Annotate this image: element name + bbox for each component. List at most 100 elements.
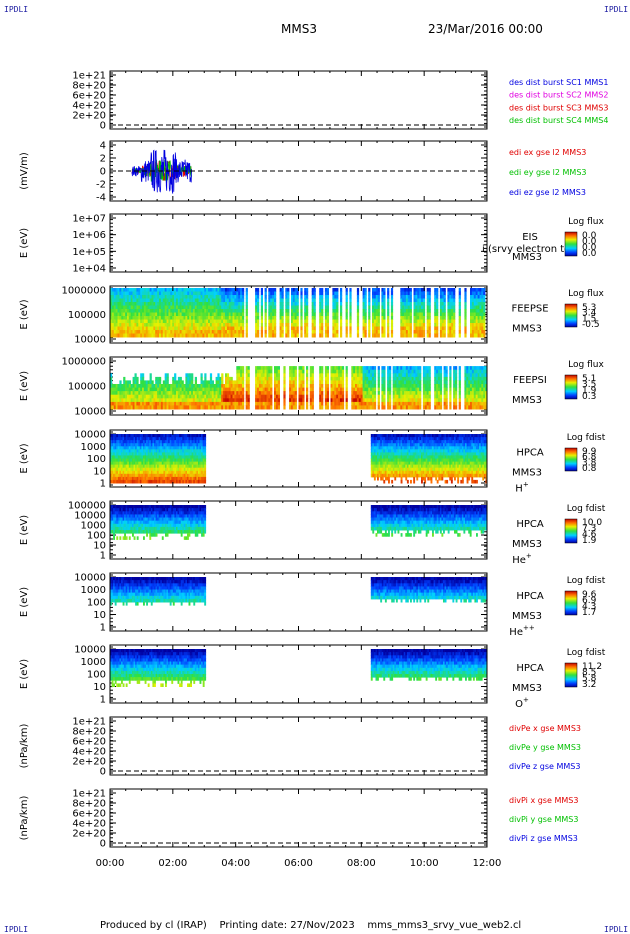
spectrogram-cell <box>164 295 167 299</box>
spectrogram-cell <box>158 434 161 438</box>
spectrogram-cell <box>125 333 128 338</box>
spectrogram-cell <box>255 373 258 378</box>
spectrogram-cell <box>400 384 403 389</box>
spectrogram-cell <box>230 295 233 299</box>
spectrogram-cell <box>434 366 437 371</box>
spectrogram-cell <box>257 326 260 331</box>
spectrogram-cell <box>146 434 148 438</box>
spectrogram-cell <box>123 319 126 324</box>
spectrogram-cell <box>121 449 123 453</box>
spectrogram-cell <box>283 394 286 399</box>
spectrogram-cell <box>147 387 150 392</box>
spectrogram-cell <box>377 387 380 392</box>
spectrogram-cell <box>124 443 126 447</box>
spectrogram-cell <box>413 319 416 324</box>
spectrogram-cell <box>434 298 437 303</box>
spectrogram-cell <box>160 394 164 399</box>
spectrogram-cell <box>188 473 191 478</box>
spectrogram-cell <box>174 455 177 459</box>
spectrogram-cell <box>392 380 395 385</box>
spectrogram-cell <box>340 298 343 303</box>
spectrogram-cell <box>165 467 167 472</box>
spectrogram-cell <box>479 380 482 385</box>
spectrogram-cell <box>356 380 360 385</box>
spectrogram-cell <box>176 476 178 481</box>
spectrogram-cell <box>171 440 174 444</box>
spectrogram-cell <box>179 440 181 444</box>
spectrogram-cell <box>294 376 297 381</box>
spectrogram-cell <box>168 479 170 484</box>
spectrogram-cell <box>142 291 145 296</box>
spectrogram-cell <box>334 295 337 299</box>
spectrogram-cell <box>221 333 224 338</box>
spectrogram-cell <box>143 394 147 399</box>
spectrogram-cell <box>330 398 333 403</box>
spectrogram-cell <box>157 291 160 296</box>
spectrogram-cell <box>362 319 365 324</box>
spectrogram-cell <box>477 401 480 406</box>
spectrogram-cell <box>130 452 133 456</box>
spectrogram-cell <box>157 302 160 306</box>
spectrogram-cell <box>174 298 177 303</box>
spectrogram-cell <box>228 376 231 381</box>
spectrogram-cell <box>225 316 228 320</box>
spectrogram-cell <box>332 291 335 296</box>
spectrogram-cell <box>152 464 155 469</box>
spectrogram-cell <box>332 298 335 303</box>
spectrogram-cell <box>351 405 354 410</box>
spectrogram-cell <box>164 305 167 310</box>
spectrogram-cell <box>475 394 478 399</box>
spectrogram-cell <box>479 398 482 403</box>
spectrogram-cell <box>158 473 161 478</box>
spectrogram-cell <box>194 398 197 403</box>
spectrogram-cell <box>358 366 361 371</box>
spectrogram-cell <box>436 319 439 324</box>
spectrogram-cell <box>198 401 201 406</box>
spectrogram-cell <box>183 473 186 478</box>
spectrogram-cell <box>119 394 122 399</box>
spectrogram-cell <box>270 305 273 310</box>
spectrogram-cell <box>304 319 307 324</box>
spectrogram-cell <box>402 330 405 334</box>
spectrogram-cell <box>230 401 233 406</box>
spectrogram-cell <box>392 401 395 406</box>
spectrogram-cell <box>155 446 158 450</box>
spectrogram-cell <box>473 387 476 392</box>
spectrogram-cell <box>390 333 394 338</box>
spectrogram-cell <box>204 302 207 306</box>
spectrogram-cell <box>204 288 207 292</box>
spectrogram-cell <box>208 305 211 310</box>
spectrogram-cell <box>174 437 177 441</box>
spectrogram-cell <box>479 288 482 292</box>
ytick-label: 1e+04 <box>72 264 106 275</box>
spectrogram-cell <box>407 319 410 324</box>
spectrogram-cell <box>110 309 113 313</box>
spectrogram-cell <box>415 401 418 406</box>
spectrogram-cell <box>228 319 231 324</box>
spectrogram-cell <box>319 376 322 381</box>
spectrogram-cell <box>396 401 399 406</box>
spectrogram-cell <box>245 298 248 303</box>
spectrogram-cell <box>362 373 365 378</box>
spectrogram-cell <box>111 387 115 392</box>
spectrogram-cell <box>279 295 282 299</box>
spectrogram-cell <box>477 323 480 327</box>
spectrogram-cell <box>146 473 148 478</box>
ytick-label: 6e+20 <box>72 91 106 102</box>
spectrogram-cell <box>356 309 360 313</box>
spectrogram-cell <box>334 384 337 389</box>
spectrogram-cell <box>321 405 324 410</box>
spectrogram-cell <box>170 288 173 292</box>
spectrogram-cell <box>417 398 420 403</box>
spectrogram-cell <box>285 333 288 338</box>
spectrogram-cell <box>292 366 295 371</box>
spectrogram-cell <box>236 369 239 374</box>
spectrogram-cell <box>373 309 377 313</box>
spectrogram-cell <box>291 384 294 389</box>
spectrogram-cell <box>136 384 139 389</box>
spectrogram-cell <box>159 298 162 303</box>
spectrogram-cell <box>372 295 375 299</box>
spectrogram-cell <box>124 455 126 459</box>
spectrogram-cell <box>455 387 458 392</box>
spectrogram-cell <box>215 376 218 381</box>
